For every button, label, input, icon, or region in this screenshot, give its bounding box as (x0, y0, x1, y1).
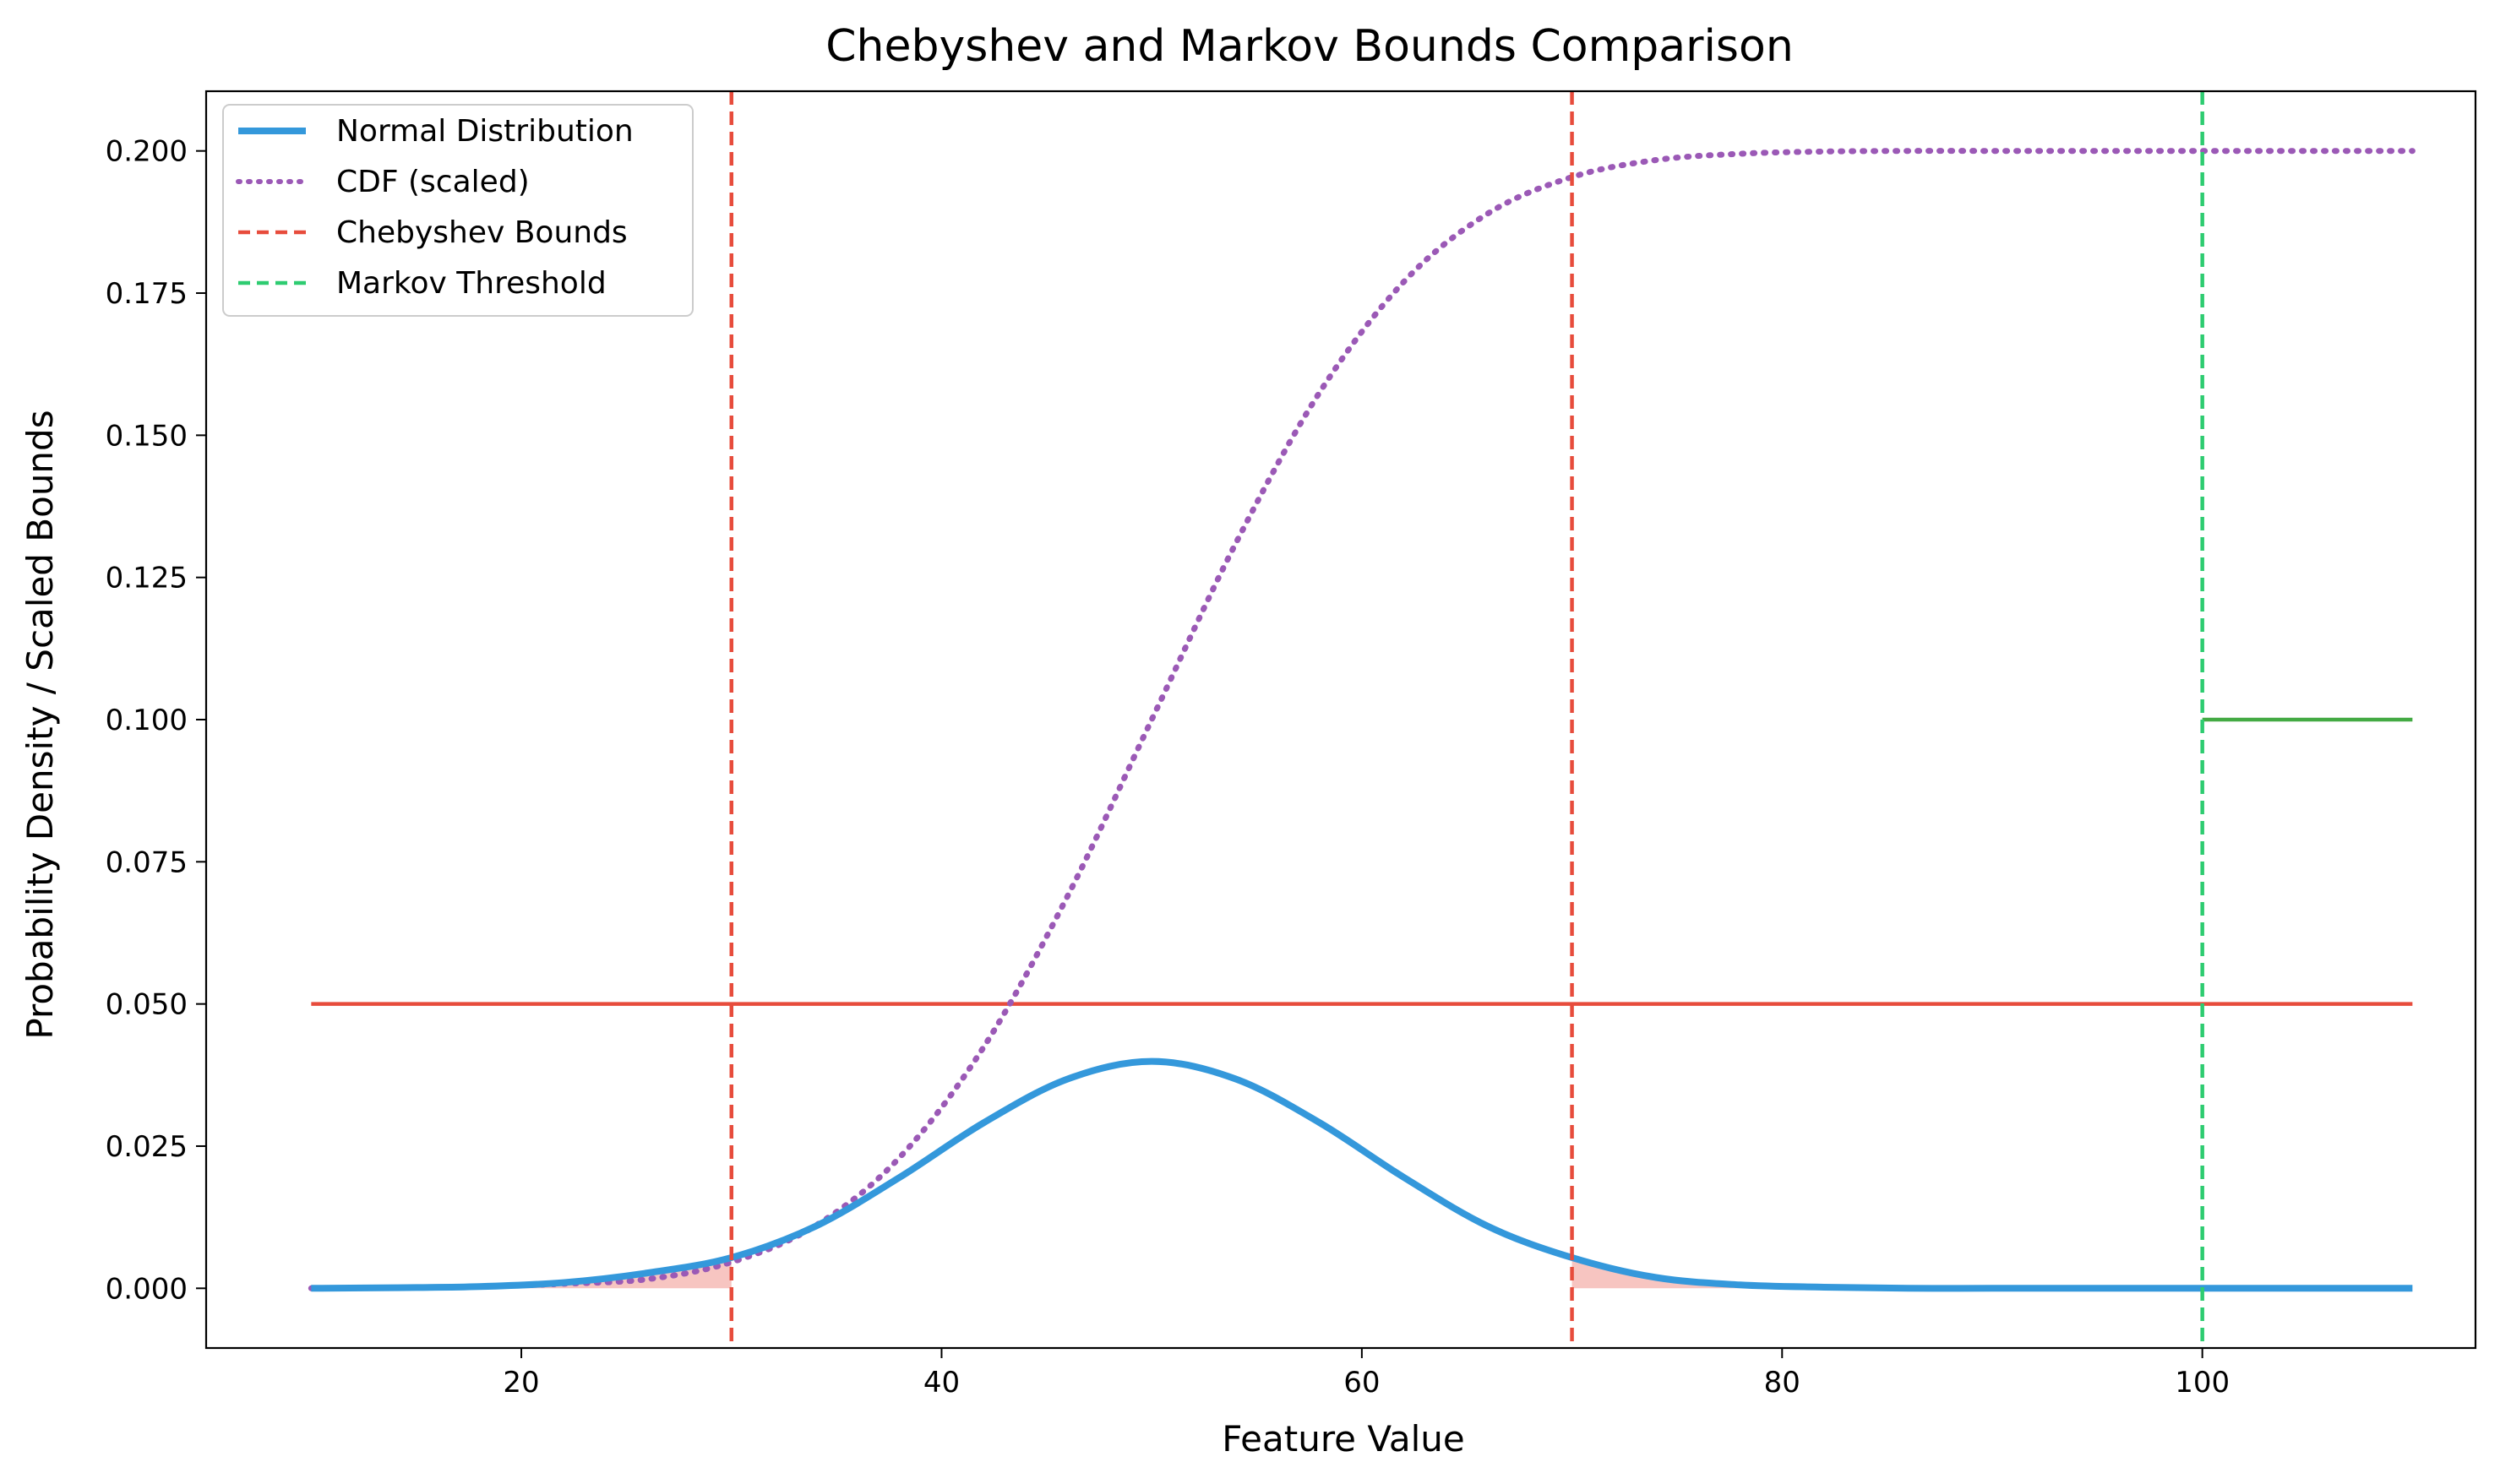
y-tick-label: 0.175 (106, 277, 188, 311)
legend-label-1: Normal Distribution (336, 114, 634, 149)
y-tick-label: 0.150 (106, 419, 188, 453)
normal-distribution-line (311, 1057, 2413, 1292)
chart-title: Chebyshev and Markov Bounds Comparison (825, 21, 1794, 72)
x-axis-label: Feature Value (1222, 1418, 1464, 1460)
shaded-region-1 (311, 1257, 732, 1289)
y-axis-label: Probability Density / Scaled Bounds (19, 410, 61, 1039)
y-tick-label: 0.025 (106, 1130, 188, 1164)
shaded-tail-regions (311, 1257, 2413, 1289)
y-tick-label: 0.200 (106, 135, 188, 169)
legend-label-4: Markov Threshold (336, 266, 607, 301)
legend-label-2: CDF (scaled) (336, 165, 530, 199)
x-axis-ticks: 20 40 60 80 100 (503, 1348, 2230, 1400)
legend-label-3: Chebyshev Bounds (336, 215, 628, 250)
vertical-bound-lines (729, 91, 2204, 1348)
x-tick-label: 20 (503, 1366, 539, 1400)
series-lines (308, 148, 2416, 1292)
cdf-scaled-line (308, 148, 2416, 1291)
x-tick-label: 80 (1764, 1366, 1800, 1400)
legend: Normal Distribution CDF (scaled) Chebyshev… (222, 104, 694, 317)
x-tick-label: 40 (923, 1366, 960, 1400)
y-axis-ticks: 0.000 0.025 0.050 0.075 0.100 0.125 0.150 0.175… (106, 135, 206, 1306)
shaded-region-2 (1571, 1257, 2413, 1289)
y-tick-label: 0.050 (106, 988, 188, 1022)
y-tick-label: 0.075 (106, 845, 188, 879)
y-tick-label: 0.100 (106, 704, 188, 737)
x-tick-label: 60 (1343, 1366, 1380, 1400)
y-tick-label: 0.000 (106, 1272, 188, 1306)
y-tick-label: 0.125 (106, 562, 188, 595)
legend-box (222, 104, 694, 317)
reference-lines (311, 717, 2413, 1006)
x-tick-label: 100 (2175, 1366, 2230, 1400)
